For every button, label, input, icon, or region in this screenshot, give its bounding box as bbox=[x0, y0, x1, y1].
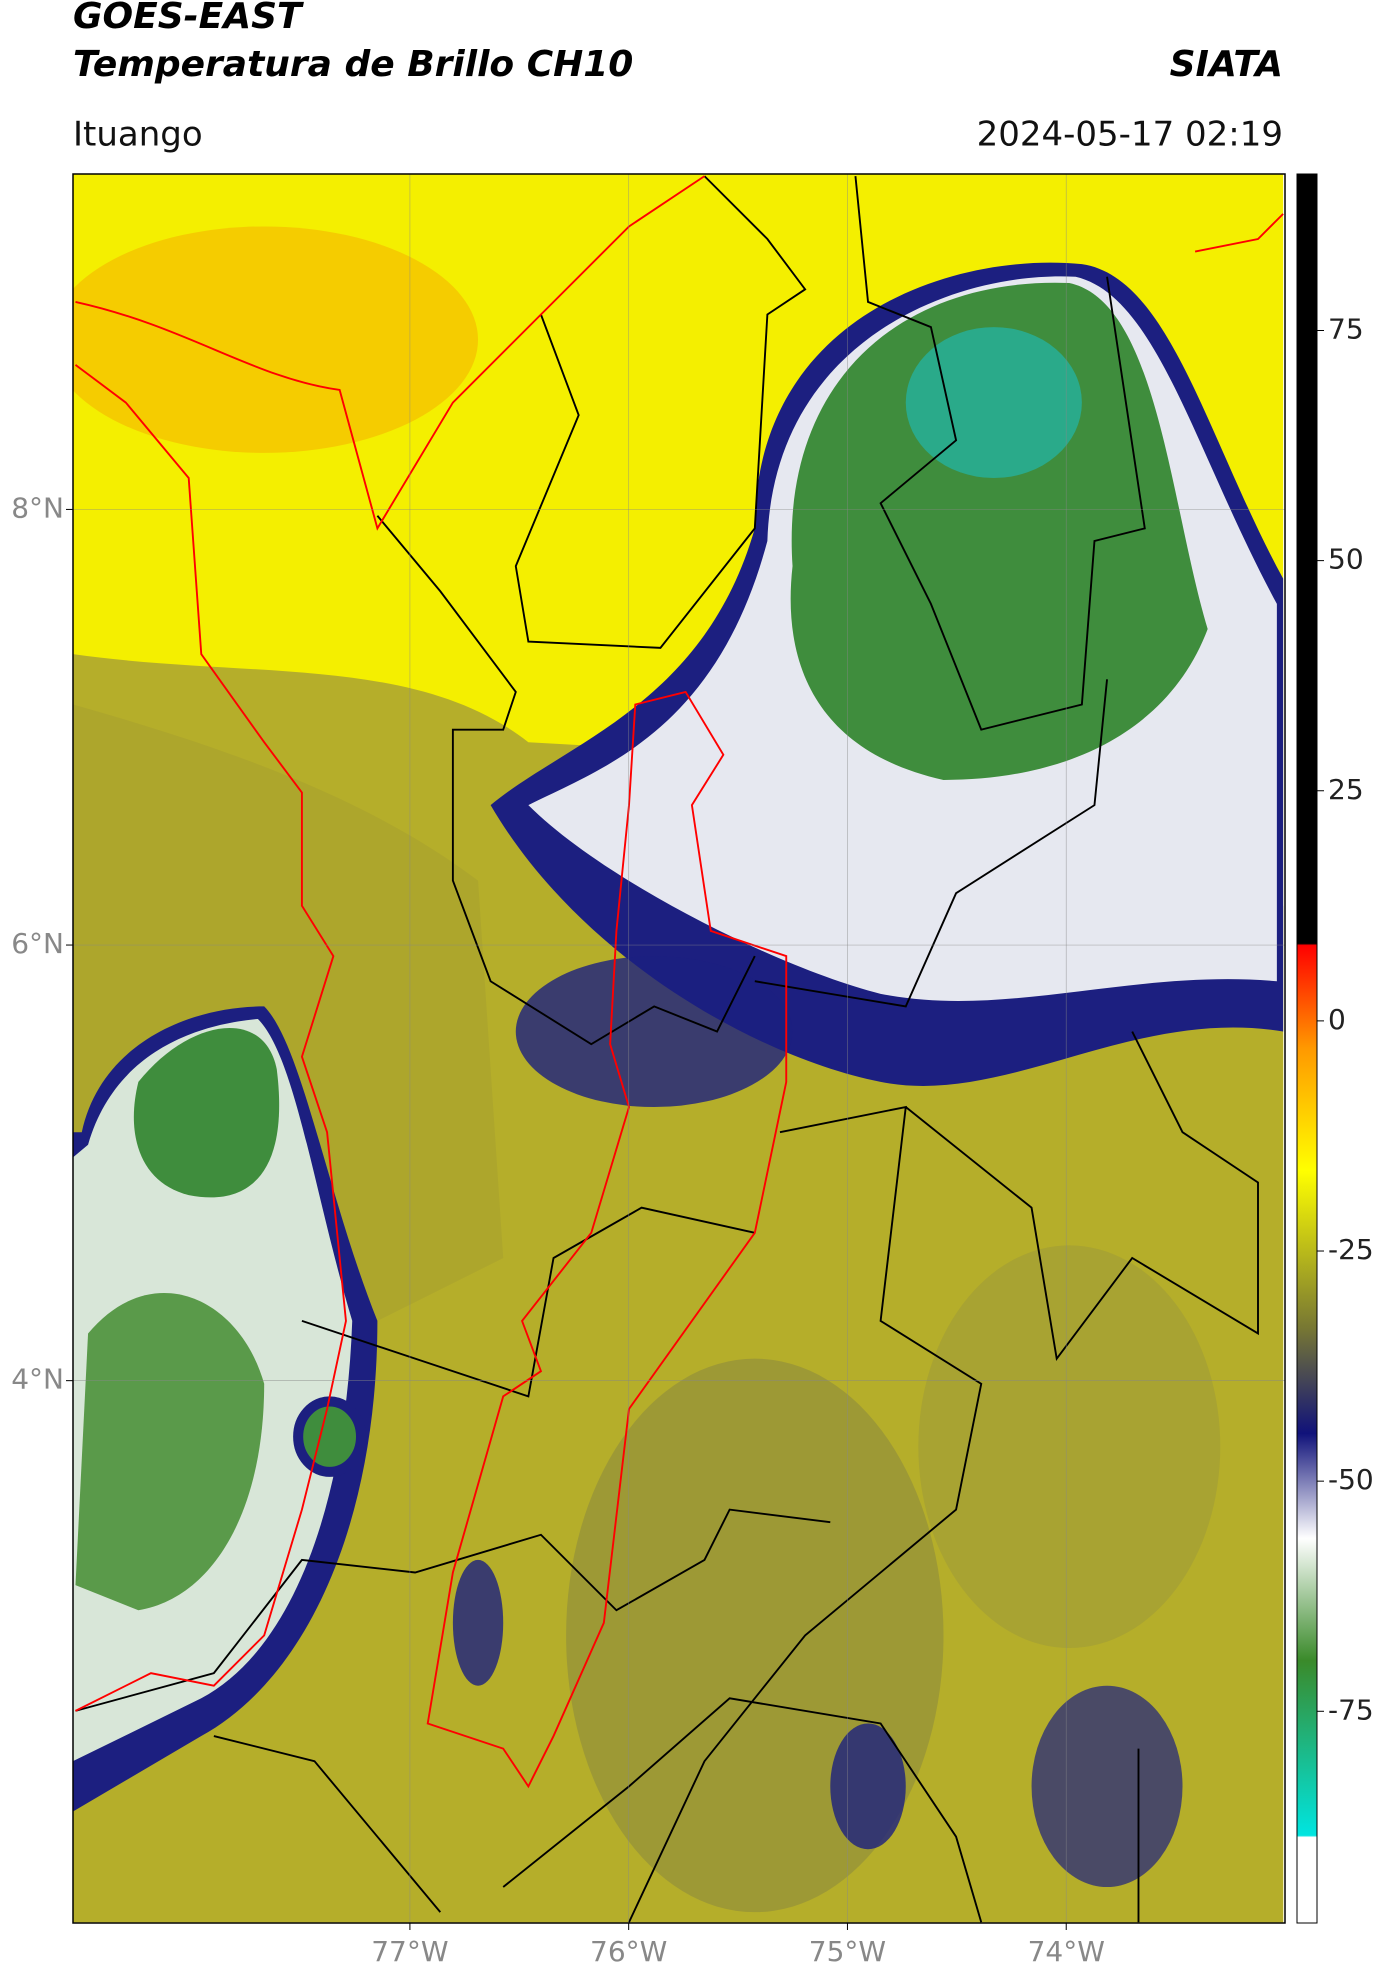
y-tick-label: 8°N bbox=[11, 491, 64, 524]
colorbar-tick-label: 75 bbox=[1328, 312, 1364, 345]
title: GOES-EAST bbox=[73, 0, 304, 37]
source: SIATA bbox=[1170, 44, 1283, 85]
x-tick-label: 74°W bbox=[1028, 1935, 1105, 1968]
location: Ituango bbox=[73, 115, 203, 155]
colorbar-tick-label: 50 bbox=[1328, 543, 1364, 576]
map-image bbox=[73, 174, 1284, 1923]
colorbar bbox=[1296, 173, 1318, 1924]
y-tick-label: 4°N bbox=[11, 1363, 64, 1396]
datetime: 2024-05-17 02:19 bbox=[977, 115, 1283, 155]
x-tick-label: 75°W bbox=[809, 1935, 886, 1968]
colorbar-tick-label: 25 bbox=[1328, 773, 1364, 806]
y-tick-label: 6°N bbox=[11, 927, 64, 960]
x-tick-label: 77°W bbox=[371, 1935, 448, 1968]
colorbar-tick-label: -25 bbox=[1328, 1233, 1374, 1266]
map-frame bbox=[72, 173, 1286, 1924]
colorbar-tick-label: -50 bbox=[1328, 1463, 1374, 1496]
x-tick-label: 76°W bbox=[590, 1935, 667, 1968]
grid bbox=[73, 174, 1285, 1923]
colorbar-tick-label: 0 bbox=[1328, 1003, 1346, 1036]
subtitle: Temperatura de Brillo CH10 bbox=[73, 44, 633, 85]
colorbar-tick-label: -75 bbox=[1328, 1693, 1374, 1726]
